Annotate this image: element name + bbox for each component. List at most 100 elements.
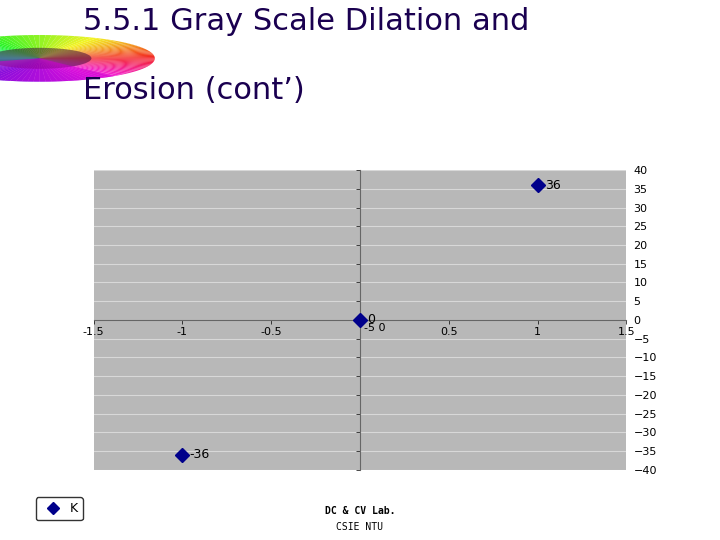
Wedge shape [40, 58, 155, 61]
Wedge shape [40, 58, 147, 68]
Wedge shape [40, 58, 140, 71]
Wedge shape [40, 58, 52, 82]
Wedge shape [0, 58, 40, 75]
Wedge shape [10, 58, 40, 81]
Wedge shape [40, 41, 121, 58]
Wedge shape [0, 51, 40, 58]
Wedge shape [40, 58, 45, 82]
Wedge shape [0, 58, 40, 77]
Wedge shape [0, 58, 40, 62]
Wedge shape [40, 39, 107, 58]
Wedge shape [4, 36, 40, 58]
Wedge shape [0, 58, 40, 70]
Wedge shape [16, 35, 40, 58]
Wedge shape [40, 45, 140, 58]
Wedge shape [0, 41, 40, 58]
Wedge shape [0, 58, 40, 61]
Wedge shape [40, 58, 86, 80]
Wedge shape [34, 58, 40, 82]
Wedge shape [0, 58, 40, 68]
Wedge shape [0, 50, 40, 58]
Wedge shape [0, 49, 40, 58]
Wedge shape [0, 58, 40, 63]
Wedge shape [0, 40, 40, 58]
Wedge shape [40, 37, 92, 58]
Wedge shape [40, 42, 125, 58]
Text: -5 0: -5 0 [364, 323, 385, 333]
Wedge shape [22, 35, 40, 58]
Wedge shape [40, 58, 112, 77]
Wedge shape [0, 58, 40, 59]
Wedge shape [40, 58, 136, 72]
Text: Erosion (cont’): Erosion (cont’) [83, 76, 305, 105]
Wedge shape [40, 58, 143, 70]
Wedge shape [40, 35, 63, 58]
Wedge shape [40, 58, 125, 75]
Wedge shape [40, 48, 145, 58]
Wedge shape [0, 38, 40, 58]
Text: -36: -36 [189, 448, 210, 461]
Wedge shape [40, 58, 97, 79]
Wedge shape [40, 38, 97, 58]
Wedge shape [0, 58, 40, 74]
Wedge shape [40, 37, 86, 58]
Wedge shape [40, 58, 121, 76]
Wedge shape [0, 37, 40, 58]
Wedge shape [27, 35, 40, 58]
Wedge shape [0, 36, 40, 58]
Wedge shape [40, 39, 112, 58]
Text: 5.5.1 Gray Scale Dilation and: 5.5.1 Gray Scale Dilation and [83, 7, 529, 36]
Wedge shape [40, 58, 151, 65]
Wedge shape [40, 58, 153, 64]
Wedge shape [40, 58, 107, 78]
Wedge shape [40, 46, 143, 58]
Wedge shape [40, 35, 58, 58]
Wedge shape [40, 58, 154, 62]
Wedge shape [40, 58, 155, 59]
Wedge shape [0, 57, 40, 58]
Wedge shape [0, 53, 40, 58]
Wedge shape [40, 44, 132, 58]
Wedge shape [27, 58, 40, 82]
Wedge shape [0, 58, 40, 77]
Wedge shape [40, 57, 155, 58]
Wedge shape [0, 58, 40, 66]
Wedge shape [0, 58, 40, 72]
Wedge shape [0, 46, 40, 58]
Wedge shape [40, 51, 151, 58]
Wedge shape [0, 58, 40, 80]
Wedge shape [0, 45, 40, 58]
Text: DC & CV Lab.: DC & CV Lab. [325, 505, 395, 516]
Wedge shape [0, 58, 40, 64]
Circle shape [0, 48, 91, 69]
Wedge shape [0, 45, 40, 58]
Wedge shape [0, 55, 40, 58]
Wedge shape [40, 58, 117, 77]
Wedge shape [40, 58, 129, 74]
Wedge shape [40, 58, 69, 81]
Wedge shape [0, 58, 40, 65]
Wedge shape [40, 58, 145, 69]
Wedge shape [0, 56, 40, 58]
Wedge shape [0, 44, 40, 58]
Text: 36: 36 [545, 179, 560, 192]
Wedge shape [40, 50, 149, 58]
Wedge shape [40, 58, 102, 78]
Wedge shape [40, 55, 154, 58]
Wedge shape [40, 35, 45, 58]
Wedge shape [40, 58, 58, 82]
Text: CSIE NTU: CSIE NTU [336, 522, 384, 532]
Wedge shape [40, 58, 149, 66]
Wedge shape [0, 37, 40, 58]
Wedge shape [10, 36, 40, 58]
Wedge shape [40, 52, 153, 58]
Wedge shape [0, 58, 40, 79]
Wedge shape [4, 58, 40, 81]
Wedge shape [0, 58, 40, 69]
Wedge shape [40, 58, 153, 63]
Wedge shape [0, 58, 114, 82]
Wedge shape [40, 45, 136, 58]
Wedge shape [0, 48, 40, 58]
Wedge shape [0, 58, 40, 78]
Wedge shape [40, 43, 129, 58]
